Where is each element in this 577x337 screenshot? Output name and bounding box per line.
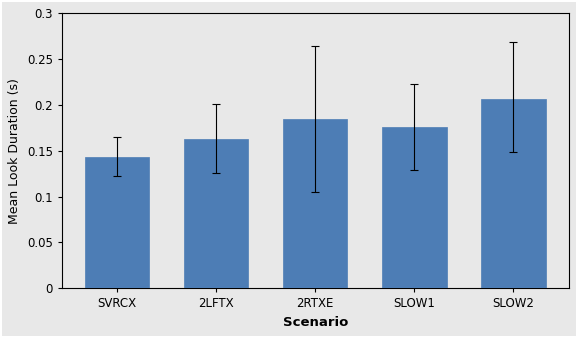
Bar: [85, 157, 149, 288]
Bar: [184, 139, 249, 288]
Bar: [283, 119, 347, 288]
Bar: [382, 127, 447, 288]
Bar: [481, 99, 546, 288]
X-axis label: Scenario: Scenario: [283, 316, 348, 329]
Y-axis label: Mean Look Duration (s): Mean Look Duration (s): [8, 78, 21, 224]
